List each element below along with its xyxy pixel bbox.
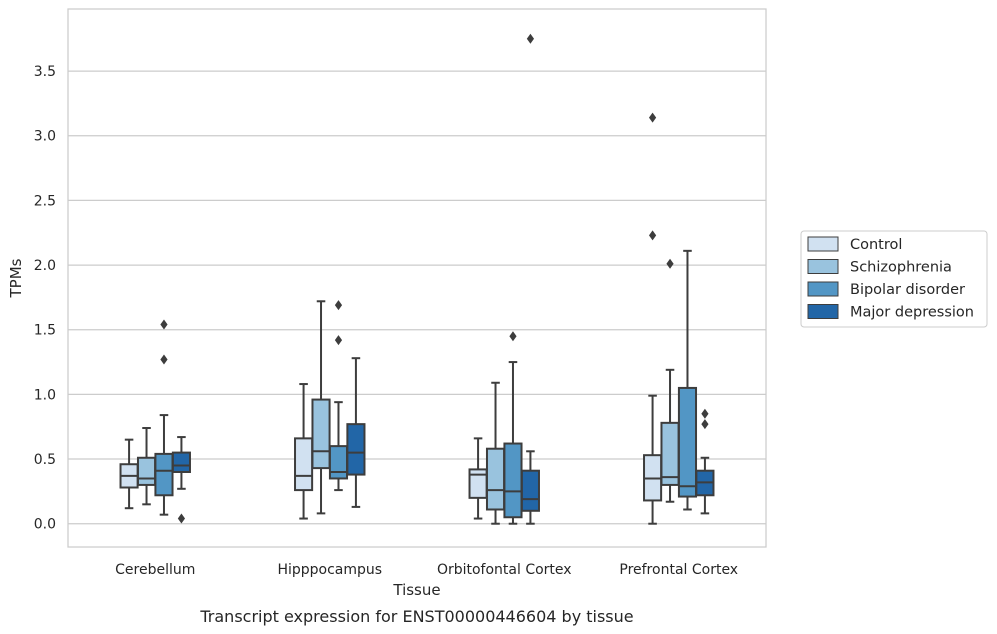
box-iqr [328, 445, 349, 480]
box-iqr [503, 442, 523, 519]
box-iqr [520, 469, 540, 512]
y-tick-label: 2.0 [34, 258, 56, 274]
box-control [119, 438, 139, 510]
legend-label: Schizophrenia [850, 260, 952, 276]
outlier-point [334, 335, 343, 346]
outlier-point [701, 408, 709, 419]
box-iqr [660, 421, 680, 486]
box-iqr [311, 398, 331, 470]
outlier-point [526, 33, 535, 44]
box-bipolar-disorder [677, 249, 698, 511]
y-axis-title: TPMs [7, 258, 25, 298]
box-control [468, 437, 488, 520]
box-major-depression [346, 357, 366, 508]
box-bipolar-disorder [154, 319, 174, 516]
box-major-depression [171, 436, 191, 524]
box-schizophrenia [136, 427, 157, 506]
outlier-point [160, 319, 168, 330]
box-iqr [294, 437, 314, 492]
box-major-depression [520, 33, 540, 525]
outlier-point [701, 419, 709, 430]
y-tick-label: 3.5 [34, 64, 56, 80]
box-iqr [346, 423, 366, 476]
outlier-point [648, 230, 657, 241]
legend-frame [800, 230, 988, 328]
y-tick-label: 0.0 [34, 517, 56, 533]
outlier-point [666, 258, 674, 269]
y-tick-label: 1.5 [34, 323, 56, 339]
y-tick-labels: 0.0 0.5 1.0 1.5 2.0 2.5 3.0 3.5 [34, 64, 56, 533]
x-axis-title: Tissue [392, 581, 440, 599]
box-iqr [171, 451, 191, 473]
legend-label: Bipolar disorder [850, 282, 965, 298]
legend-swatch [807, 236, 839, 252]
plot-frame [67, 8, 767, 548]
legend-label: Major depression [850, 305, 974, 321]
legend-label: Control [850, 237, 902, 253]
box-schizophrenia [660, 258, 680, 503]
x-tick-label: Prefrontal Cortex [619, 562, 738, 578]
outlier-point [160, 354, 168, 365]
y-tick-label: 3.0 [34, 129, 56, 145]
box-iqr [154, 452, 174, 497]
box-schizophrenia [311, 300, 331, 515]
legend-swatch [807, 281, 839, 297]
outlier-point [177, 513, 186, 524]
x-tick-labels: Cerebellum Hipppocampus Orbitofontal Corte… [115, 562, 738, 578]
box-iqr [136, 456, 157, 486]
box-control [294, 383, 314, 520]
chart-caption: Transcript expression for ENST0000044660… [199, 607, 633, 626]
box-schizophrenia [485, 381, 506, 525]
outlier-point [648, 112, 657, 123]
legend-swatch [807, 304, 839, 319]
y-tick-label: 1.0 [34, 387, 56, 403]
box-major-depression [695, 408, 715, 515]
x-tick-label: Cerebellum [115, 562, 195, 578]
y-tick-label: 2.5 [34, 193, 56, 209]
outlier-point [334, 300, 343, 311]
outlier-point [509, 331, 517, 342]
y-tick-label: 0.5 [34, 452, 56, 468]
x-tick-label: Hipppocampus [277, 562, 382, 578]
box-iqr [485, 447, 506, 511]
box-series [119, 33, 715, 525]
box-iqr [677, 386, 698, 498]
legend-swatch [807, 259, 839, 274]
legend: Control Schizophrenia Bipolar disorder Majo… [800, 230, 988, 328]
x-tick-label: Orbitofontal Cortex [437, 562, 572, 578]
